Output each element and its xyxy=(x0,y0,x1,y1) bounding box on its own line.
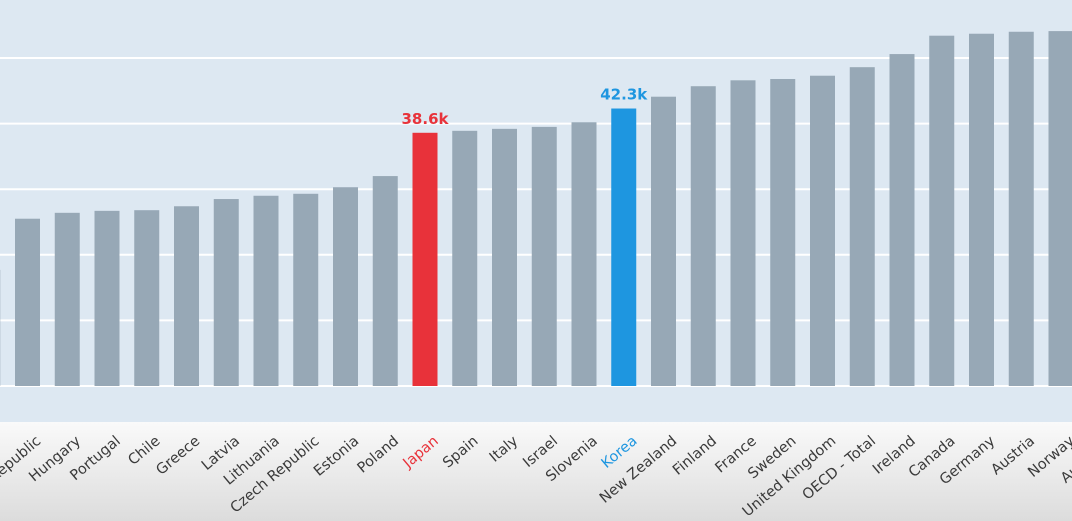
value-label-japan: 38.6k xyxy=(402,110,450,128)
bar-sweden[interactable] xyxy=(770,78,796,386)
bar-korea[interactable] xyxy=(611,108,637,387)
bar-chile[interactable] xyxy=(134,210,160,386)
bar-italy[interactable] xyxy=(492,128,517,386)
bar-israel[interactable] xyxy=(531,126,557,386)
bar-greece[interactable] xyxy=(174,206,199,386)
bar-slovak-republic[interactable] xyxy=(15,218,40,386)
bar-poland[interactable] xyxy=(372,176,398,386)
bar-czech-republic[interactable] xyxy=(293,193,319,386)
bar-lithuania[interactable] xyxy=(253,195,279,386)
bar-latvia[interactable] xyxy=(213,199,239,386)
bar-france[interactable] xyxy=(730,80,756,386)
bar-germany[interactable] xyxy=(969,33,994,387)
label-area xyxy=(0,422,1072,521)
bar-hungary[interactable] xyxy=(54,212,80,386)
bar-new-zealand[interactable] xyxy=(651,96,676,386)
bar-portugal[interactable] xyxy=(94,210,120,386)
bar-canada[interactable] xyxy=(929,35,955,387)
bar-ireland[interactable] xyxy=(889,54,915,387)
bar-estonia[interactable] xyxy=(333,187,358,386)
bar-austria[interactable] xyxy=(1008,31,1034,386)
bar-norway[interactable] xyxy=(1048,31,1072,386)
bar-oecd-total[interactable] xyxy=(849,67,875,387)
value-label-korea: 42.3k xyxy=(600,86,648,104)
bar-finland[interactable] xyxy=(690,86,716,386)
bar-spain[interactable] xyxy=(452,130,478,386)
bar-slovenia[interactable] xyxy=(571,122,597,387)
bar-japan[interactable] xyxy=(412,132,438,386)
bar-united-kingdom[interactable] xyxy=(810,75,835,386)
